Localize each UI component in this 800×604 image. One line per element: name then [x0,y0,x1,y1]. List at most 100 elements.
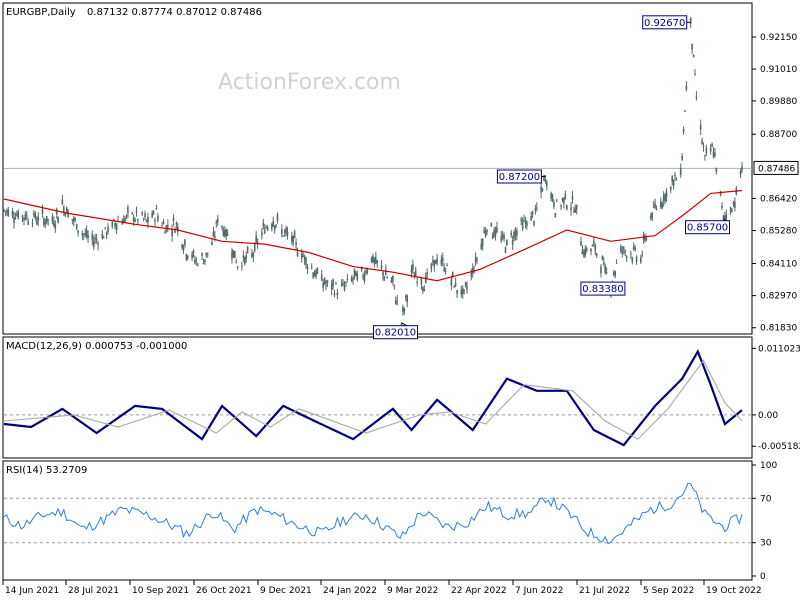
candle-body [483,230,485,233]
candle-body [185,254,188,260]
candle-body [590,248,592,252]
candle-body [204,259,206,263]
candle-body [699,124,702,130]
candle-body [390,280,393,283]
candle-body [197,264,199,266]
candle-body [501,234,504,238]
candle-body [632,246,635,250]
candle-body [246,247,249,253]
x-tick-label: 7 Jun 2022 [515,586,563,596]
candle-body [141,212,143,215]
candle-body [674,174,676,177]
candle-body [564,193,567,199]
watermark: ActionForex.com [218,70,401,95]
candle-body [679,168,682,175]
candle-body [442,257,444,262]
x-tick-label: 5 Sep 2022 [643,586,694,596]
rsi-y-tick-label: 0 [760,572,766,582]
candle-body [574,208,577,213]
candle-body [422,287,424,291]
candle-body [362,275,364,278]
candle-body [383,277,386,280]
candle-body [494,230,497,237]
candle-body [77,230,79,234]
candle-body [281,229,283,235]
candle-body [426,272,428,275]
candle-body [524,221,527,224]
candle-body [403,308,406,313]
candle-body [16,214,18,216]
candle-body [675,179,678,181]
candle-body [543,175,545,180]
rsi-title: RSI(14) 53.2709 [6,465,87,476]
candle-body [214,236,216,238]
candle-body [202,263,205,265]
candle-body [53,221,55,226]
candle-body [206,252,209,254]
price-y-tick-label: 0.84110 [760,260,797,270]
x-tick-label: 22 Apr 2022 [451,586,507,596]
candle-body [541,189,544,192]
candle-body [350,277,353,282]
candle-body [510,232,512,235]
candle-body [84,233,86,235]
candle-body [365,271,367,273]
candle-body [152,211,155,214]
candle-body [194,259,196,264]
candle-body [47,219,49,221]
candle-body [342,283,344,285]
candle-body [681,156,683,161]
candle-body [211,242,213,245]
candle-body [326,280,329,283]
candle-body [17,211,19,219]
candle-body [452,271,454,277]
candle-body [147,217,149,223]
rsi-y-tick-label: 70 [760,494,772,504]
candle-body [124,218,126,222]
candle-body [536,207,538,209]
annotation-label: 0.85700 [687,223,728,234]
candle-body [382,272,384,276]
candle-body [286,232,289,236]
candle-body [463,289,465,291]
candle-body [500,236,502,241]
candle-body [621,250,624,253]
candle-body [11,210,14,216]
candle-body [402,306,404,312]
candle-body [575,204,578,210]
candle-body [471,267,474,274]
candle-body [595,253,598,256]
x-tick-label: 26 Oct 2021 [196,586,252,596]
candle-body [440,259,443,265]
candle-body [481,239,484,246]
candle-body [573,211,575,213]
macd-title: MACD(12,26,9) 0.000753 -0.001000 [6,341,187,352]
candle-body [263,229,266,234]
candle-body [155,207,158,210]
candle-body [271,224,273,229]
rsi-plot [3,482,752,545]
candle-body [332,279,334,286]
candle-body [416,281,418,283]
candle-body [694,73,696,75]
candle-body [293,231,296,238]
candle-body [81,233,84,236]
candle-body [266,226,269,231]
candle-body [454,282,457,287]
candle-body [320,274,323,281]
candle-body [236,266,239,268]
candle-body [513,232,515,240]
candle-body [352,278,354,280]
candle-body [131,212,133,214]
candle-body [405,295,407,297]
candle-body [291,235,293,242]
candle-body [443,267,445,271]
candle-body [95,238,98,240]
candle-body [486,229,488,233]
candle-body [255,235,257,243]
candle-body [134,219,136,222]
candle-body [739,170,742,175]
candle-body [303,255,306,261]
candle-body [530,216,532,221]
